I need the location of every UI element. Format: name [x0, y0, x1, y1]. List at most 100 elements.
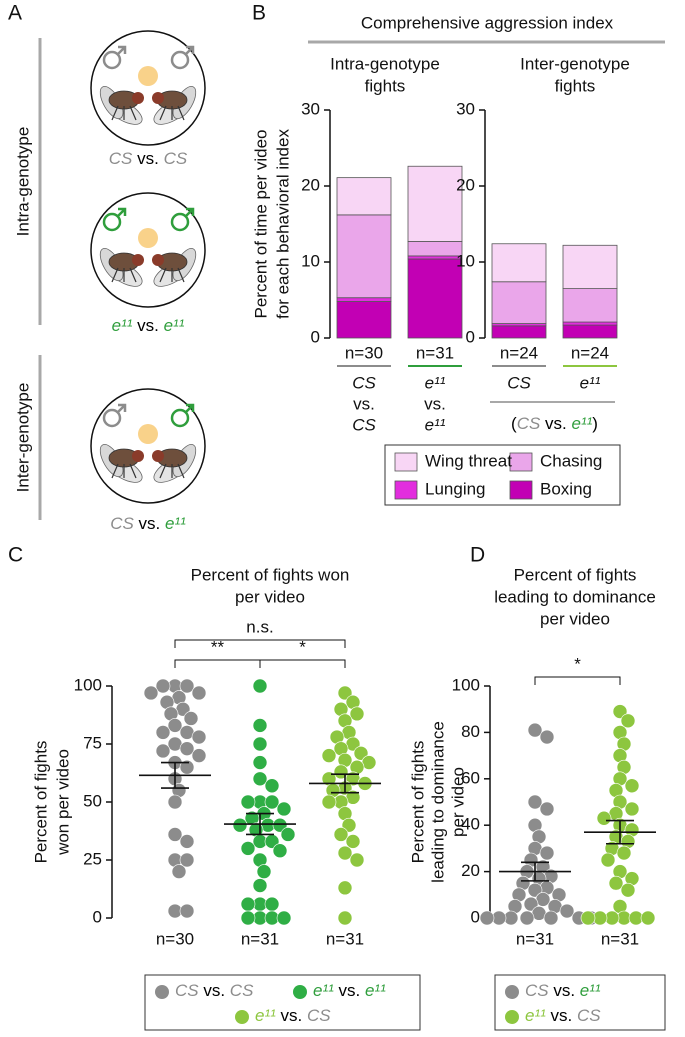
data-point	[624, 778, 640, 794]
data-point	[349, 706, 365, 722]
data-point	[256, 864, 272, 879]
data-point	[171, 864, 187, 879]
data-point	[280, 827, 296, 842]
data-point	[527, 722, 543, 738]
data-point	[179, 759, 195, 775]
text-part: CS	[517, 414, 541, 433]
data-point	[539, 801, 555, 817]
bar-segment	[336, 301, 392, 339]
y-tick-label: 0	[311, 327, 320, 346]
bar-segment	[336, 297, 392, 302]
y-axis-label: Percent of time per video	[251, 130, 270, 319]
fly-head	[132, 92, 144, 104]
data-point	[179, 741, 195, 756]
legend-label: Boxing	[540, 479, 592, 498]
data-point	[264, 896, 280, 912]
category-caption: e¹¹	[580, 373, 601, 392]
chart-title: fights	[365, 76, 406, 95]
legend-marker	[505, 985, 519, 999]
significance-label: *	[574, 654, 581, 673]
significance-label: n.s.	[246, 617, 273, 636]
data-point	[179, 903, 195, 919]
x-tick-label: n=30	[345, 343, 383, 362]
data-point	[341, 817, 357, 833]
food-spot	[138, 66, 158, 86]
text-part: CS	[110, 514, 134, 533]
y-tick-label: 20	[456, 175, 475, 194]
y-tick-label: 30	[301, 99, 320, 118]
text-part: vs.	[334, 981, 365, 1000]
data-point	[155, 743, 171, 759]
data-point	[276, 910, 292, 926]
bar-segment	[407, 258, 463, 339]
fly-leg	[129, 105, 137, 121]
data-point	[240, 794, 256, 810]
legend-label: CS vs. CS	[175, 981, 254, 1000]
data-point	[276, 801, 292, 817]
male-symbol-arrow	[116, 45, 127, 56]
chart-title: fights	[555, 76, 596, 95]
data-point	[179, 834, 195, 849]
male-symbol-arrow	[184, 207, 195, 218]
y-tick-label: 80	[461, 722, 480, 741]
category-caption: vs.	[424, 394, 446, 413]
male-symbol	[170, 50, 190, 70]
bar-segment	[407, 241, 463, 257]
legend-box	[384, 444, 621, 506]
data-point	[240, 910, 256, 926]
data-point	[264, 794, 280, 810]
data-point	[337, 910, 353, 926]
chart-title: Inter-genotype	[520, 54, 630, 73]
text-part: CS	[230, 981, 254, 1000]
y-tick-label: 100	[74, 675, 102, 694]
data-point	[345, 834, 361, 849]
error-bar	[161, 761, 189, 789]
text-part: CS	[525, 981, 549, 1000]
data-point	[183, 711, 199, 726]
male-symbol	[102, 212, 122, 232]
fly-head	[152, 450, 164, 462]
data-point	[523, 896, 539, 912]
y-tick-label: 100	[452, 675, 480, 694]
data-point	[252, 878, 268, 893]
food-spot	[138, 228, 158, 248]
data-point	[596, 810, 612, 826]
data-point	[252, 678, 268, 694]
arena-caption: e¹¹ vs. e¹¹	[112, 316, 185, 335]
data-point	[179, 678, 195, 694]
data-point	[616, 845, 632, 861]
y-tick-label: 60	[461, 768, 480, 787]
data-point	[240, 896, 256, 912]
bar-segment	[562, 321, 618, 326]
chart-title: leading to dominance	[494, 587, 656, 606]
y-tick-label: 30	[456, 99, 475, 118]
data-point	[527, 882, 543, 898]
category-caption: e¹¹	[425, 373, 446, 392]
y-tick-label: 20	[461, 861, 480, 880]
data-point	[612, 704, 628, 719]
text-part: e¹¹	[580, 981, 601, 1000]
data-point	[539, 729, 555, 745]
legend-label: Chasing	[540, 451, 602, 470]
error-bar	[521, 861, 549, 882]
y-tick-label: 0	[466, 327, 475, 346]
fly-head	[152, 92, 164, 104]
data-point	[167, 794, 183, 810]
text-part: vs.	[134, 514, 165, 533]
data-point	[353, 745, 369, 761]
significance-label: **	[211, 637, 225, 656]
bar-segment	[336, 214, 392, 299]
fly-leg	[159, 105, 167, 121]
text-part: e¹¹	[164, 316, 185, 335]
male-symbol-arrow	[116, 207, 127, 218]
data-point	[191, 685, 207, 701]
fly-leg	[129, 267, 137, 283]
x-tick-label: n=31	[601, 929, 639, 948]
fly-leg	[177, 267, 185, 283]
chart-title: per video	[540, 609, 610, 628]
text-part: CS	[175, 981, 199, 1000]
x-tick-label: n=24	[571, 343, 609, 362]
group-caption: (CS vs. e¹¹)	[511, 414, 598, 433]
fly-leg	[111, 267, 119, 283]
male-symbol-arrow	[184, 403, 195, 414]
